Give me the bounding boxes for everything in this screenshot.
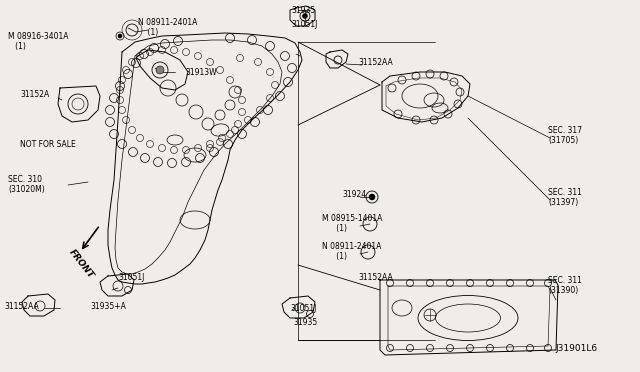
Circle shape <box>369 194 375 200</box>
Text: N 08911-2401A
      (1): N 08911-2401A (1) <box>322 242 381 262</box>
Circle shape <box>303 13 307 19</box>
Text: SEC. 311
(31390): SEC. 311 (31390) <box>548 276 582 295</box>
Text: 31935+A: 31935+A <box>90 302 126 311</box>
Text: FRONT: FRONT <box>67 248 95 280</box>
Text: 31913W: 31913W <box>185 68 216 77</box>
Text: M 08916-3401A
   (1): M 08916-3401A (1) <box>8 32 68 51</box>
Text: J31901L6: J31901L6 <box>555 344 597 353</box>
Text: 31152AA: 31152AA <box>4 302 39 311</box>
Text: SEC. 317
(31705): SEC. 317 (31705) <box>548 126 582 145</box>
Text: 31051J: 31051J <box>290 304 316 313</box>
Text: M 08915-1401A
      (1): M 08915-1401A (1) <box>322 214 382 233</box>
Circle shape <box>118 34 122 38</box>
Circle shape <box>156 66 164 74</box>
Text: 31152AA: 31152AA <box>358 273 393 282</box>
Text: NOT FOR SALE: NOT FOR SALE <box>20 140 76 149</box>
Text: 31051J: 31051J <box>118 273 145 282</box>
Text: 31935: 31935 <box>291 6 316 15</box>
Text: 31152A: 31152A <box>20 90 49 99</box>
Text: 31935: 31935 <box>293 318 317 327</box>
Text: SEC. 310
(31020M): SEC. 310 (31020M) <box>8 175 45 195</box>
Text: 31924: 31924 <box>342 190 366 199</box>
Text: SEC. 311
(31397): SEC. 311 (31397) <box>548 188 582 208</box>
Text: N 08911-2401A
    (1): N 08911-2401A (1) <box>138 18 197 38</box>
Text: 31051J: 31051J <box>291 20 317 29</box>
Text: 31152AA: 31152AA <box>358 58 393 67</box>
